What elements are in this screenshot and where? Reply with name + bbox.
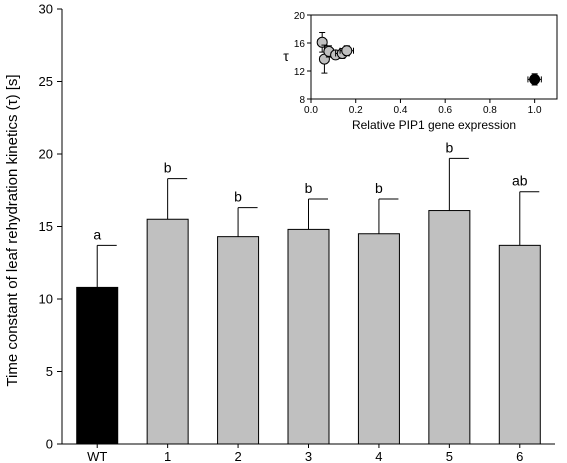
inset-x-tick-label: 0.4 [394,105,408,116]
bar [217,236,260,445]
bar [428,210,471,445]
inset-y-tick-label: 16 [294,39,306,50]
bar [76,286,119,445]
significance-letter: b [445,139,453,155]
inset-data-point [341,45,353,57]
y-tick-label: 10 [39,292,53,307]
inset-x-tick-label: 1.0 [528,105,542,116]
y-tick-label: 25 [39,74,53,89]
x-ticks: WT 1 2 3 4 5 6 [87,444,523,463]
significance-letter: b [164,160,172,176]
inset-x-ticks: 0.0 0.2 0.4 0.6 0.8 1.0 [304,99,542,116]
inset-y-ticks: 8 12 16 20 [294,11,311,106]
y-axis-label: Time constant of leaf rehydration kineti… [4,74,21,386]
significance-letter: ab [512,173,528,189]
x-tick-label: 2 [234,449,241,463]
x-tick-label: 5 [446,449,453,463]
inset-data-point [316,36,328,48]
x-tick-label: WT [87,449,107,463]
inset-scatter-plot: 8 12 16 20 0.0 0.2 0.4 0.6 0.8 1.0 Relative PIP1… [283,11,558,132]
significance-letter: b [305,180,313,196]
inset-points [316,32,542,86]
significance-letter: b [375,180,383,196]
inset-data-point [529,73,541,85]
x-tick-label: 4 [375,449,382,463]
inset-y-tick-label: 20 [294,11,306,22]
x-tick-label: 6 [516,449,523,463]
y-tick-label: 0 [46,437,53,452]
y-tick-label: 30 [39,2,53,17]
bar [498,244,541,445]
inset-x-tick-label: 0.6 [438,105,452,116]
y-ticks: 0 5 10 15 20 25 30 [39,2,62,452]
x-tick-label: 1 [164,449,171,463]
inset-y-tick-label: 8 [299,95,305,106]
significance-letter: a [93,226,101,242]
significance-letter: b [234,189,242,205]
x-tick-label: 3 [305,449,312,463]
inset-x-tick-label: 0.0 [304,105,318,116]
y-tick-label: 5 [46,364,53,379]
bar [287,228,330,445]
y-tick-label: 15 [39,219,53,234]
bar [357,233,400,445]
inset-x-tick-label: 0.2 [349,105,363,116]
y-tick-label: 20 [39,147,53,162]
inset-frame [310,14,558,100]
inset-x-axis-label: Relative PIP1 gene expression [352,118,516,132]
inset-y-tick-label: 12 [294,67,306,78]
inset-y-axis-label: τ [283,48,289,64]
inset-x-tick-label: 0.8 [483,105,497,116]
bar [146,218,189,445]
